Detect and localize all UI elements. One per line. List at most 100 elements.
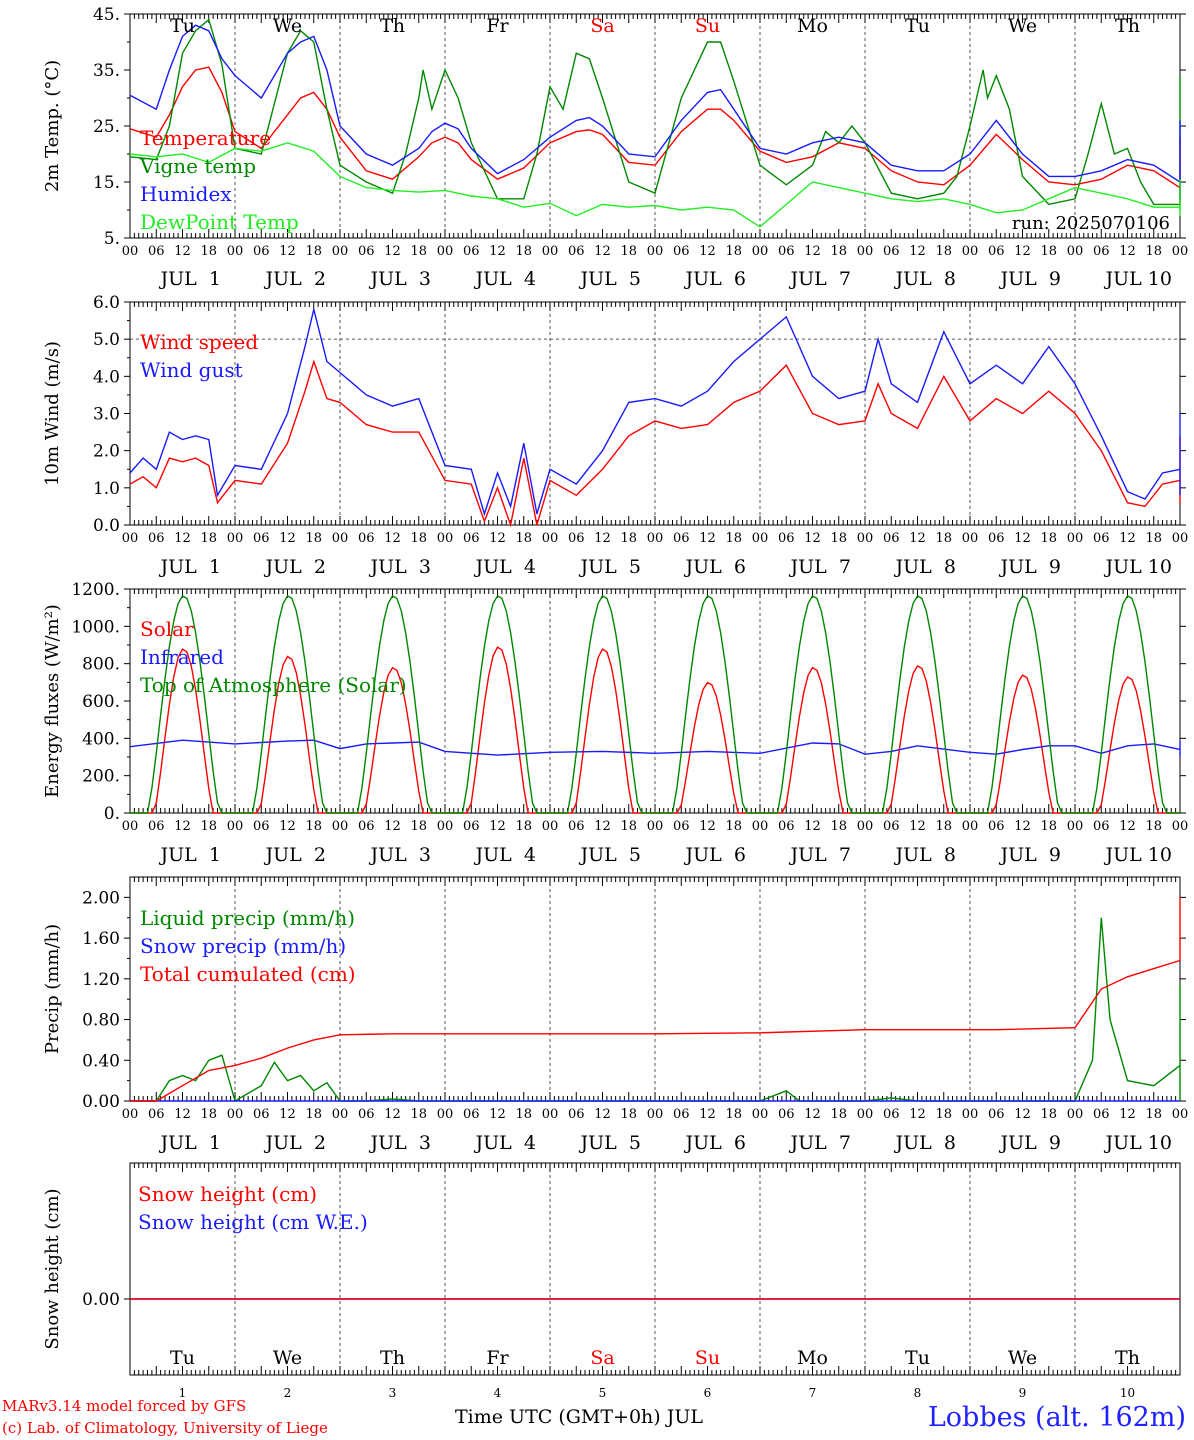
day-number: 3 bbox=[389, 1386, 397, 1400]
legend-entry: DewPoint Temp bbox=[140, 210, 299, 234]
weekday-label: Su bbox=[695, 15, 720, 37]
day-number: 4 bbox=[494, 1386, 502, 1400]
date-label: JUL 9 bbox=[999, 844, 1061, 866]
hour-tick-label: 00 bbox=[437, 819, 454, 834]
hour-tick-label: 18 bbox=[410, 819, 427, 834]
hour-tick-label: 12 bbox=[909, 1107, 926, 1122]
y-tick-label: 2.0 bbox=[93, 442, 120, 462]
hour-tick-label: 18 bbox=[620, 1107, 637, 1122]
y-tick-label: 800. bbox=[82, 655, 120, 675]
hour-tick-label: 00 bbox=[122, 1107, 139, 1122]
hour-tick-label: 12 bbox=[909, 531, 926, 546]
day-number: 6 bbox=[704, 1386, 712, 1400]
hour-tick-label: 18 bbox=[725, 1107, 742, 1122]
y-tick-label: 3.0 bbox=[93, 405, 120, 425]
weekday-label: Th bbox=[380, 1347, 405, 1369]
date-label: JUL 5 bbox=[579, 844, 641, 866]
plot-frame bbox=[129, 13, 1181, 239]
y-tick-label: 200. bbox=[82, 767, 120, 787]
date-label: JUL 2 bbox=[264, 556, 326, 578]
hour-tick-label: 12 bbox=[1014, 531, 1031, 546]
weekday-label: Tu bbox=[905, 15, 930, 37]
legend-entry: Humidex bbox=[140, 182, 232, 206]
hour-tick-label: 06 bbox=[883, 819, 900, 834]
y-axis-label: Energy fluxes (W/m²) bbox=[42, 604, 63, 798]
y-tick-label: 35. bbox=[93, 61, 120, 81]
y-tick-label: 0.40 bbox=[82, 1051, 120, 1071]
hour-tick-label: 12 bbox=[594, 1107, 611, 1122]
hour-tick-label: 00 bbox=[1172, 531, 1189, 546]
hour-tick-label: 18 bbox=[410, 244, 427, 259]
credit-lab: (c) Lab. of Climatology, University of L… bbox=[2, 1419, 328, 1437]
date-label: JUL 6 bbox=[684, 268, 746, 290]
hour-tick-label: 18 bbox=[725, 819, 742, 834]
hour-tick-label: 06 bbox=[148, 531, 165, 546]
hour-tick-label: 18 bbox=[935, 1107, 952, 1122]
hour-tick-label: 18 bbox=[515, 819, 532, 834]
hour-tick-label: 00 bbox=[1067, 531, 1084, 546]
day-number: 5 bbox=[599, 1386, 607, 1400]
series-temperature bbox=[129, 66, 1181, 205]
y-tick-label: 15. bbox=[93, 173, 120, 193]
hour-tick-label: 12 bbox=[279, 531, 296, 546]
date-label: JUL 9 bbox=[999, 556, 1061, 578]
weekday-label: Sa bbox=[590, 1347, 614, 1369]
hour-tick-label: 06 bbox=[673, 1107, 690, 1122]
hour-tick-label: 18 bbox=[935, 819, 952, 834]
hour-tick-label: 00 bbox=[962, 244, 979, 259]
hour-tick-label: 00 bbox=[752, 244, 769, 259]
hour-tick-label: 12 bbox=[279, 1107, 296, 1122]
hour-tick-label: 12 bbox=[279, 244, 296, 259]
weekday-label: Th bbox=[1115, 1347, 1140, 1369]
hour-tick-label: 18 bbox=[305, 819, 322, 834]
y-tick-label: 0.0 bbox=[93, 516, 120, 536]
weekday-label: Tu bbox=[170, 15, 195, 37]
hour-tick-label: 18 bbox=[935, 244, 952, 259]
y-tick-label: 6.0 bbox=[93, 293, 120, 313]
legend-entry: Wind gust bbox=[140, 358, 243, 382]
hour-tick-label: 12 bbox=[1119, 819, 1136, 834]
hour-tick-label: 06 bbox=[673, 819, 690, 834]
y-tick-label: 45. bbox=[93, 5, 120, 25]
date-label: JUL 10 bbox=[1104, 268, 1172, 290]
weekday-label: We bbox=[273, 15, 302, 37]
hour-tick-label: 00 bbox=[962, 1107, 979, 1122]
date-label: JUL 9 bbox=[999, 268, 1061, 290]
hour-tick-label: 18 bbox=[935, 531, 952, 546]
weekday-label: Tu bbox=[170, 1347, 195, 1369]
hour-tick-label: 18 bbox=[1145, 244, 1162, 259]
hour-tick-label: 00 bbox=[1172, 244, 1189, 259]
date-label: JUL 4 bbox=[474, 1132, 536, 1154]
hour-tick-label: 18 bbox=[305, 244, 322, 259]
date-label: JUL 6 bbox=[684, 844, 746, 866]
hour-tick-label: 12 bbox=[279, 819, 296, 834]
weekday-label: Mo bbox=[797, 15, 828, 37]
hour-tick-label: 00 bbox=[332, 244, 349, 259]
day-number: 9 bbox=[1019, 1386, 1027, 1400]
panel-2: 10m Wind (m/s) 0.0 1.0 2.0 3.0 4.0 5.0 6.0 Wind … bbox=[42, 293, 1188, 578]
weekday-label: Tu bbox=[905, 1347, 930, 1369]
legend-entry: Snow height (cm) bbox=[138, 1182, 317, 1206]
y-tick-label: 1200. bbox=[71, 580, 120, 600]
day-number: 10 bbox=[1120, 1386, 1135, 1400]
hour-tick-label: 00 bbox=[857, 1107, 874, 1122]
hour-tick-label: 00 bbox=[332, 1107, 349, 1122]
weekday-label: Fr bbox=[486, 15, 509, 37]
hour-tick-label: 06 bbox=[358, 1107, 375, 1122]
series-wind-speed bbox=[129, 359, 1181, 528]
legend-entry: Temperature bbox=[140, 126, 271, 150]
series-infrared bbox=[129, 739, 1181, 757]
hour-tick-label: 00 bbox=[122, 819, 139, 834]
hour-tick-label: 06 bbox=[988, 244, 1005, 259]
date-label: JUL 4 bbox=[474, 556, 536, 578]
hour-tick-label: 00 bbox=[962, 531, 979, 546]
hour-tick-label: 12 bbox=[909, 819, 926, 834]
hour-tick-label: 18 bbox=[1040, 244, 1057, 259]
legend-entry: Vigne temp bbox=[139, 154, 256, 178]
date-label: JUL 7 bbox=[789, 844, 851, 866]
y-tick-label: 5.0 bbox=[93, 330, 120, 350]
hour-tick-label: 06 bbox=[463, 1107, 480, 1122]
hour-tick-label: 18 bbox=[200, 819, 217, 834]
date-label: JUL 9 bbox=[999, 1132, 1061, 1154]
hour-tick-label: 12 bbox=[594, 819, 611, 834]
